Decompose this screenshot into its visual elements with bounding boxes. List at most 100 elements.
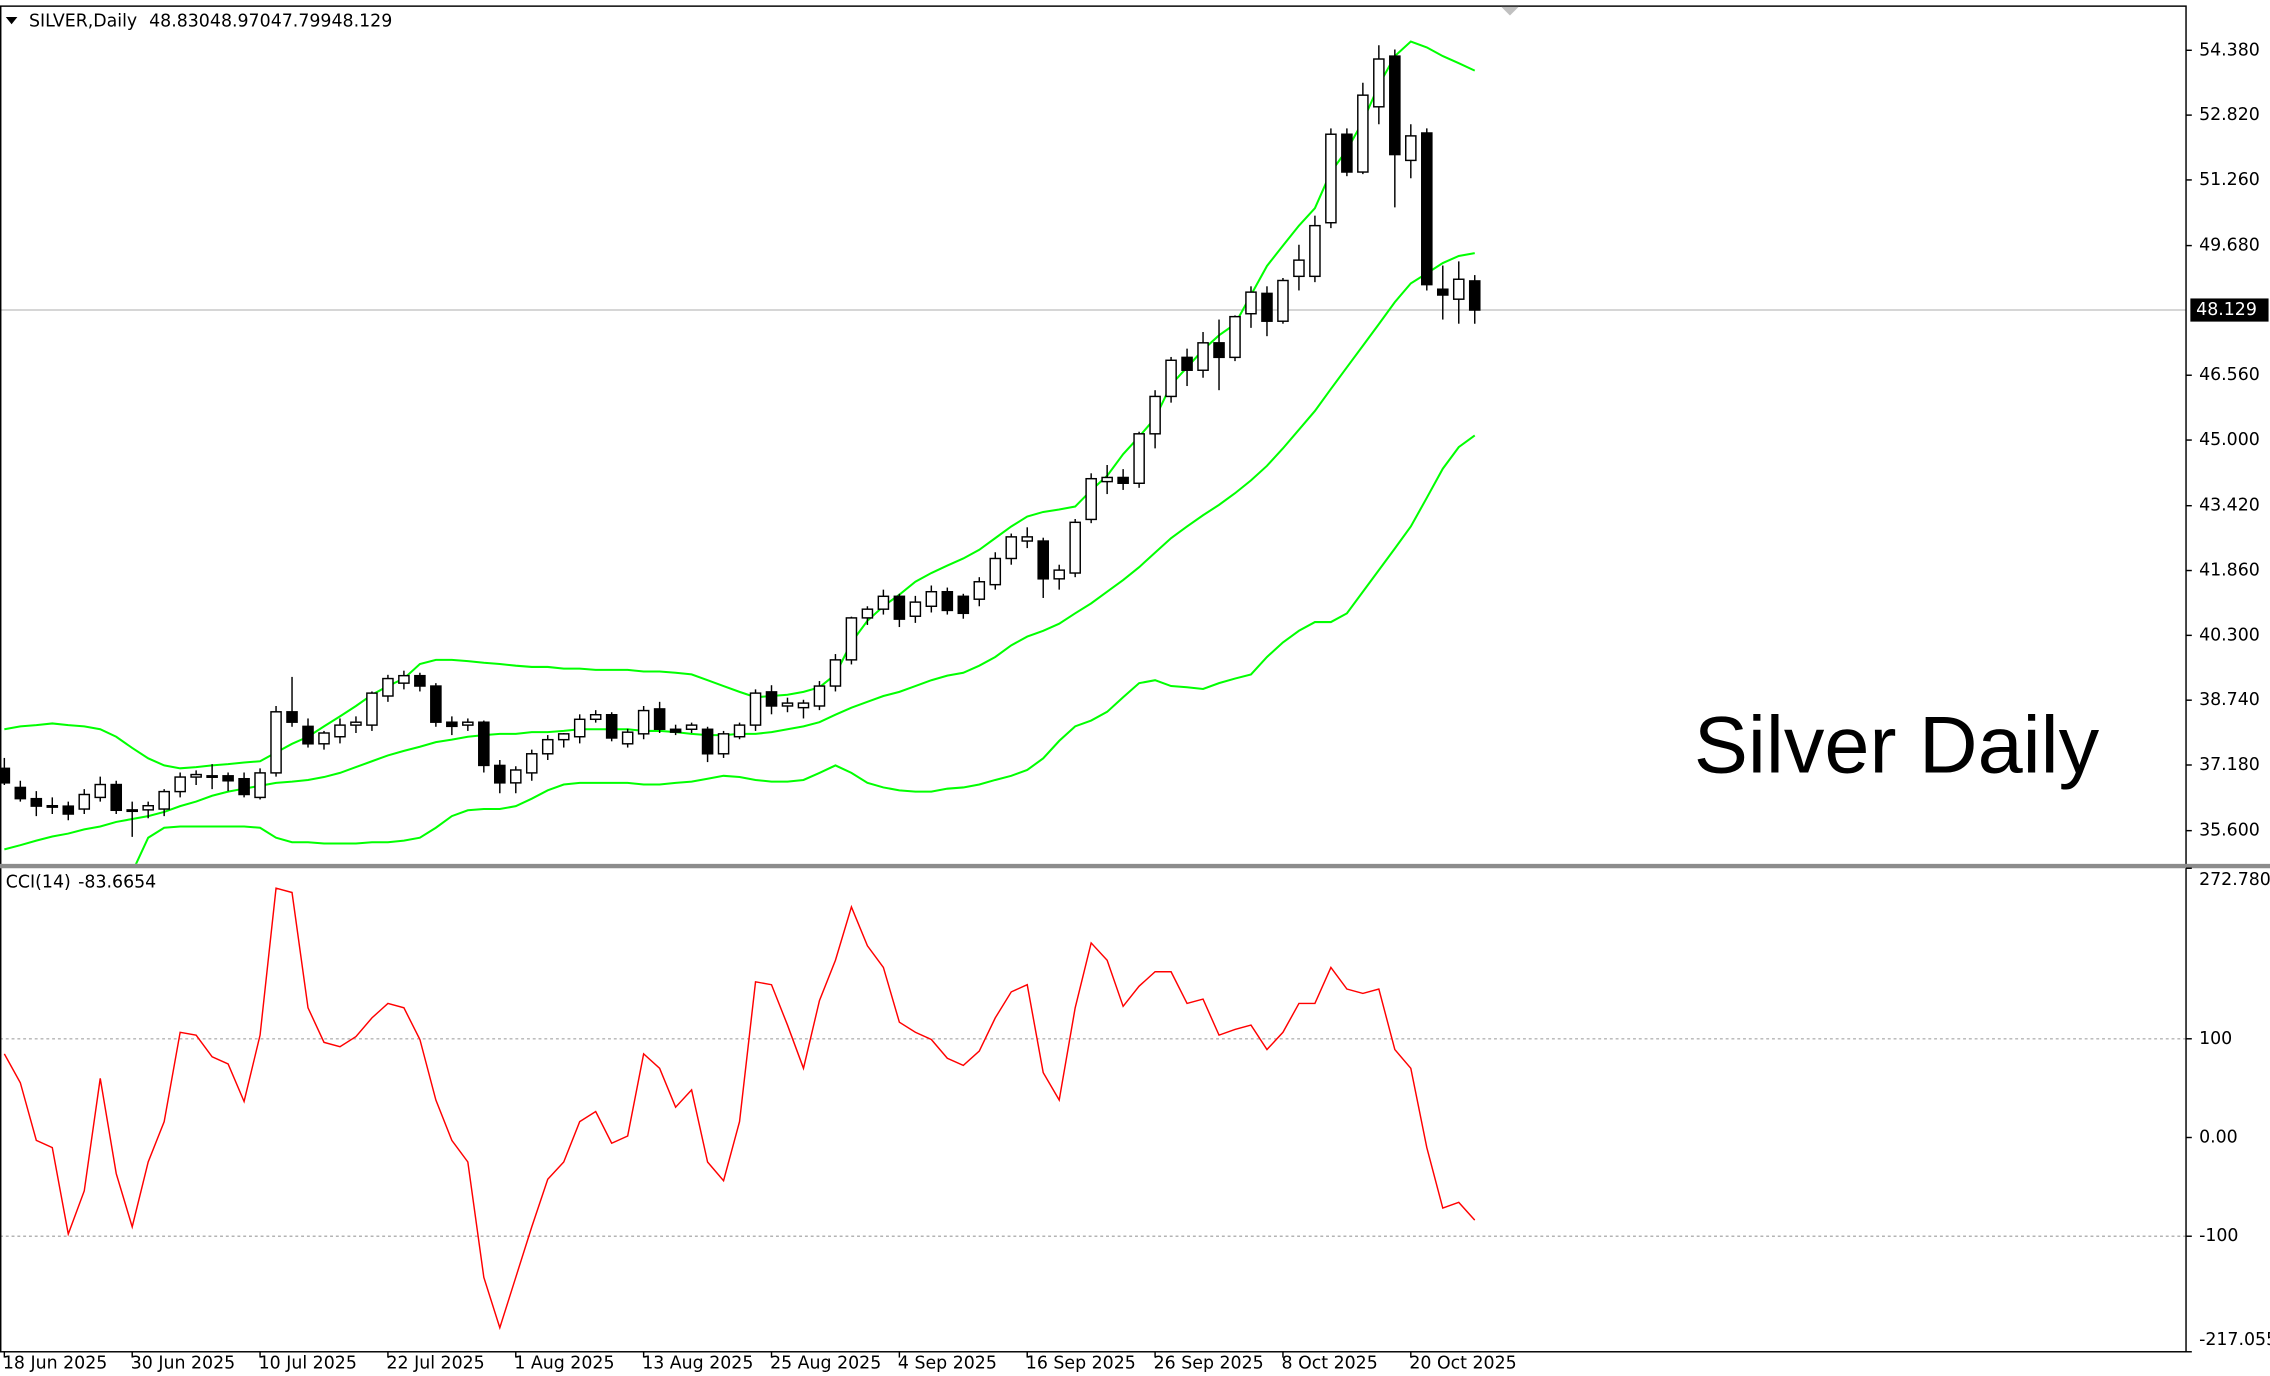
candle-body <box>813 685 826 707</box>
symbol-title: SILVER,Daily <box>29 11 137 31</box>
candle-body <box>94 783 107 799</box>
candle-body <box>1005 536 1018 560</box>
candle-body <box>509 769 522 784</box>
x-tick-label: 25 Aug 2025 <box>770 1353 881 1373</box>
candle-body <box>989 557 1002 586</box>
candle-body <box>494 764 506 784</box>
x-tick-label: 20 Oct 2025 <box>1409 1353 1516 1373</box>
candle-body <box>781 702 794 707</box>
candle-body <box>861 608 874 619</box>
x-tick-label: 13 Aug 2025 <box>642 1353 753 1373</box>
candle-body <box>1245 291 1257 315</box>
x-tick-label: 4 Sep 2025 <box>898 1353 997 1373</box>
y-tick-label: 54.380 <box>2199 40 2260 60</box>
candle-body <box>142 804 154 811</box>
candle-body <box>1037 540 1050 580</box>
candle-body <box>973 581 986 600</box>
y-tick-label: 37.180 <box>2199 755 2260 775</box>
candle-body <box>669 728 682 733</box>
candle-body <box>541 738 554 755</box>
y-tick-label: 41.860 <box>2199 561 2260 581</box>
candle-body <box>685 724 698 730</box>
candle-body <box>1117 476 1129 484</box>
candle-body <box>653 708 666 730</box>
price-panel <box>0 40 2187 864</box>
y2-tick-label: 0.00 <box>2199 1128 2238 1148</box>
candle-body <box>462 721 474 726</box>
candle-body <box>478 721 490 767</box>
candle-body <box>318 732 330 745</box>
candle-body <box>1021 536 1034 542</box>
y-tick-label: 43.420 <box>2199 496 2260 516</box>
x-tick-label: 1 Aug 2025 <box>514 1353 614 1373</box>
candle-body <box>877 595 890 610</box>
candle-body <box>254 772 266 799</box>
candle-body <box>1389 55 1401 156</box>
candle-body <box>206 775 218 778</box>
cci-line <box>3 887 1476 1331</box>
price-tag <box>2190 298 2269 322</box>
candle-body <box>174 776 186 793</box>
candle-body <box>701 728 714 755</box>
y-tick-label: 51.260 <box>2199 170 2260 190</box>
candle-body <box>366 692 378 726</box>
cci-value: -83.6654 <box>78 873 156 893</box>
y2-tick-label: -100 <box>2199 1226 2238 1246</box>
candle-body <box>302 725 314 745</box>
x-tick-label: 30 Jun 2025 <box>131 1353 235 1373</box>
candle-body <box>62 805 75 815</box>
x-tick-label: 16 Sep 2025 <box>1026 1353 1136 1373</box>
ohlc-label: 48.129 <box>332 11 393 31</box>
candle-body <box>1069 521 1081 574</box>
candle-body <box>334 724 346 738</box>
candle-body <box>557 733 570 741</box>
candle-body <box>158 790 170 810</box>
candle-body <box>14 786 27 800</box>
x-tick-label: 10 Jul 2025 <box>259 1353 357 1373</box>
candle-body <box>190 773 202 778</box>
candle-body <box>573 718 586 738</box>
candle-body <box>1468 280 1481 311</box>
candle-body <box>238 777 250 796</box>
candle-body <box>1325 133 1337 224</box>
candle-body <box>845 617 858 661</box>
candle-body <box>733 724 746 738</box>
candle-body <box>446 721 458 728</box>
x-tick-label: 22 Jul 2025 <box>386 1353 484 1373</box>
candle-body <box>1421 132 1433 286</box>
annotation: Silver Daily <box>1694 700 2100 790</box>
candle-body <box>1436 288 1449 296</box>
candle-body <box>1293 259 1305 278</box>
y-tick-label: 49.680 <box>2199 236 2260 256</box>
cci-panel <box>0 887 2187 1331</box>
candle-body <box>110 783 123 812</box>
cci-title: CCI(14) <box>6 873 71 893</box>
candle-body <box>829 659 842 687</box>
y-tick-label: 45.000 <box>2199 430 2260 450</box>
candle-body <box>78 793 91 810</box>
candle-body <box>350 721 362 726</box>
y-tick-label: 38.740 <box>2199 690 2260 710</box>
candle-body <box>30 797 43 807</box>
y-tick-label: 52.820 <box>2199 105 2260 125</box>
candle-body <box>717 733 730 755</box>
y-tick-label: 35.600 <box>2199 821 2260 841</box>
ohlc-label: 48.970 <box>210 11 271 31</box>
x-tick-label: 8 Oct 2025 <box>1282 1353 1378 1373</box>
candle-body <box>286 711 298 723</box>
candle-body <box>525 753 538 774</box>
candle-body <box>893 595 906 620</box>
band-lower <box>134 434 1476 864</box>
ohlc-label: 48.830 <box>149 11 210 31</box>
candle-body <box>126 809 138 813</box>
candle-body <box>414 674 426 687</box>
candle-body <box>1085 477 1097 521</box>
price-tag-label: 48.129 <box>2196 300 2257 320</box>
candle-body <box>909 601 922 617</box>
candle-body <box>0 767 11 784</box>
candle-body <box>1357 94 1369 173</box>
candle-body <box>1341 133 1353 173</box>
